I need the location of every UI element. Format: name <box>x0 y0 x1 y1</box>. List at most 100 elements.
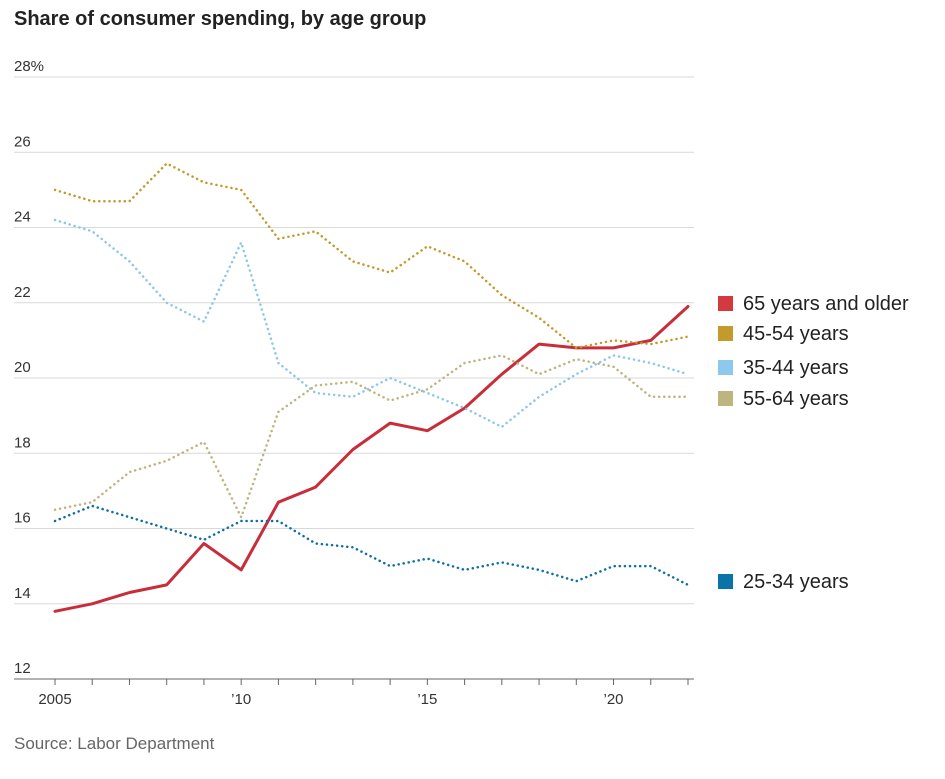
data-point-s65 <box>425 429 429 433</box>
data-point-s25 <box>463 568 467 572</box>
data-point-s55 <box>500 353 504 357</box>
data-point-s25 <box>537 568 541 572</box>
data-point-s55 <box>90 500 94 504</box>
data-point-s45 <box>649 342 653 346</box>
data-point-s35 <box>388 376 392 380</box>
y-tick-label: 24 <box>14 209 31 226</box>
data-point-s35 <box>127 259 131 263</box>
series-line-s45 <box>53 162 690 350</box>
data-point-s25 <box>276 519 280 523</box>
y-tick-label: 18 <box>14 434 31 451</box>
x-tick-label: 2005 <box>38 691 71 708</box>
data-point-s65 <box>686 305 690 309</box>
legend-swatch-s55 <box>718 391 733 406</box>
data-point-s35 <box>53 218 57 222</box>
data-point-s25 <box>649 564 653 568</box>
data-point-s35 <box>612 353 616 357</box>
data-point-s35 <box>239 241 243 245</box>
legend-swatch-s45 <box>718 326 733 341</box>
data-point-s55 <box>314 384 318 388</box>
legend-swatch-s65 <box>718 296 733 311</box>
data-point-s55 <box>574 357 578 361</box>
data-point-s65 <box>500 372 504 376</box>
data-point-s25 <box>239 519 243 523</box>
data-point-s45 <box>463 259 467 263</box>
data-point-s25 <box>388 564 392 568</box>
data-point-s25 <box>165 527 169 531</box>
data-point-s45 <box>239 188 243 192</box>
data-point-s45 <box>574 346 578 350</box>
data-point-s45 <box>202 180 206 184</box>
data-point-s55 <box>425 387 429 391</box>
data-point-s35 <box>463 406 467 410</box>
data-point-s65 <box>127 590 131 594</box>
legend-label-s25: 25-34 years <box>743 571 849 593</box>
data-point-s35 <box>686 372 690 376</box>
data-point-s55 <box>127 470 131 474</box>
data-point-s55 <box>463 361 467 365</box>
data-point-s45 <box>90 199 94 203</box>
data-point-s65 <box>53 609 57 613</box>
data-point-s65 <box>239 568 243 572</box>
y-tick-label: 28% <box>14 58 44 75</box>
data-point-s65 <box>537 342 541 346</box>
y-tick-label: 20 <box>14 359 31 376</box>
data-point-s45 <box>500 293 504 297</box>
data-point-s65 <box>612 346 616 350</box>
y-tick-label: 22 <box>14 284 31 301</box>
data-point-s35 <box>276 361 280 365</box>
legend-swatch-s35 <box>718 360 733 375</box>
data-point-s65 <box>314 485 318 489</box>
data-point-s25 <box>351 545 355 549</box>
y-tick-label: 16 <box>14 510 31 527</box>
legend-label-s65: 65 years and older <box>743 293 909 315</box>
data-point-s55 <box>53 508 57 512</box>
data-point-s55 <box>612 365 616 369</box>
data-point-s35 <box>202 320 206 324</box>
data-point-s35 <box>351 395 355 399</box>
data-point-s45 <box>53 188 57 192</box>
y-tick-label: 26 <box>14 133 31 150</box>
data-point-s45 <box>165 162 169 166</box>
series-line-s55 <box>53 354 690 519</box>
data-point-s25 <box>314 542 318 546</box>
legend-swatch-s25 <box>718 574 733 589</box>
data-point-s25 <box>202 538 206 542</box>
data-point-s25 <box>53 519 57 523</box>
data-point-s45 <box>127 199 131 203</box>
data-point-s65 <box>351 447 355 451</box>
data-point-s25 <box>127 515 131 519</box>
data-point-s25 <box>500 560 504 564</box>
data-point-s35 <box>425 391 429 395</box>
data-point-s35 <box>314 391 318 395</box>
data-point-s65 <box>388 421 392 425</box>
series-line-s35 <box>53 218 690 429</box>
data-point-s25 <box>686 583 690 587</box>
series-line-s65 <box>53 305 690 613</box>
data-point-s65 <box>202 542 206 546</box>
data-point-s65 <box>90 602 94 606</box>
chart-source: Source: Labor Department <box>14 734 215 753</box>
data-point-s55 <box>388 399 392 403</box>
data-point-s45 <box>537 316 541 320</box>
data-point-s55 <box>686 395 690 399</box>
series-line-s25 <box>53 504 690 587</box>
legend-label-s55: 55-64 years <box>743 388 849 410</box>
data-point-s55 <box>202 440 206 444</box>
legend: 65 years and older 45-54 years 35-44 years… <box>718 293 909 593</box>
data-point-s55 <box>351 380 355 384</box>
data-point-s55 <box>165 459 169 463</box>
legend-label-s35: 35-44 years <box>743 357 849 379</box>
y-tick-label: 14 <box>14 585 31 602</box>
data-point-s65 <box>649 338 653 342</box>
data-point-s55 <box>276 410 280 414</box>
data-point-s25 <box>425 557 429 561</box>
data-point-s45 <box>276 237 280 241</box>
data-point-s35 <box>574 372 578 376</box>
data-point-s55 <box>537 372 541 376</box>
data-point-s55 <box>239 515 243 519</box>
chart-title: Share of consumer spending, by age group <box>14 8 427 30</box>
data-point-s25 <box>574 579 578 583</box>
data-point-s45 <box>425 244 429 248</box>
